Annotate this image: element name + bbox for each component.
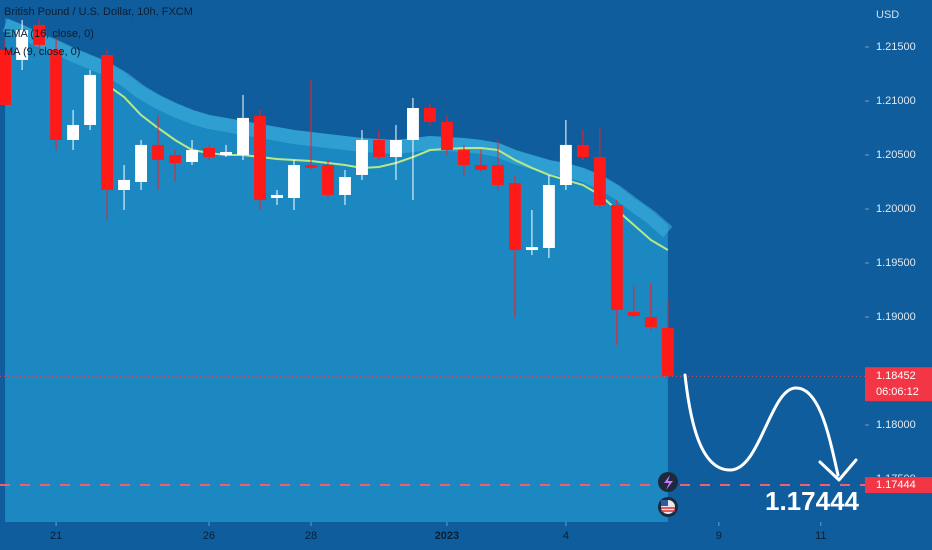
candle-body	[101, 54, 114, 190]
forecast-arrow	[683, 373, 840, 477]
candle-body	[525, 247, 538, 251]
ema-area	[5, 17, 668, 522]
candle-body	[339, 177, 351, 195]
legend-ma: MA (9, close, 0)	[4, 46, 80, 58]
candle-body	[457, 150, 470, 166]
target-tag	[865, 477, 932, 494]
candle-body	[576, 144, 589, 158]
y-tick-label: 1.19000	[876, 311, 916, 323]
candle-body	[644, 317, 657, 328]
last-price-label: 1.18452	[876, 370, 916, 382]
y-tick-label: 1.20000	[876, 203, 916, 215]
candle-body	[203, 147, 215, 158]
target-tag-label: 1.17444	[876, 479, 916, 491]
ema-band	[2, 18, 673, 238]
chart-title: British Pound / U.S. Dollar, 10h, FXCM	[4, 6, 193, 18]
candle-body	[271, 194, 283, 198]
candle-body	[356, 139, 368, 175]
y-tick-label: 1.19500	[876, 257, 916, 269]
countdown-label: 06:06:12	[876, 386, 919, 398]
plot-area	[0, 17, 674, 522]
candle-body	[67, 124, 80, 140]
x-tick-label: 11	[815, 530, 826, 542]
candle-body	[474, 165, 487, 171]
candle-body	[152, 144, 164, 160]
candle-body	[288, 165, 300, 198]
candle-body	[16, 30, 29, 60]
candle-body	[627, 312, 640, 317]
candle-body	[508, 182, 521, 251]
candle-body	[118, 179, 131, 190]
x-tick-label: 2023	[435, 530, 459, 542]
candle-body	[237, 117, 249, 155]
candle-body	[407, 108, 419, 140]
candle-body	[373, 139, 385, 158]
candle-body	[186, 150, 198, 163]
arrow-head	[818, 458, 858, 482]
candle-body	[661, 328, 674, 377]
candle-body	[424, 108, 436, 122]
alert-icon-bolt	[664, 475, 673, 490]
candle-body	[491, 165, 504, 186]
candle-body	[0, 50, 12, 105]
x-tick-label: 28	[305, 530, 317, 542]
candle-body	[593, 157, 606, 205]
y-tick-label: 1.21000	[876, 95, 916, 107]
legend-ema: EMA (16, close, 0)	[4, 28, 94, 40]
candle-body	[610, 204, 623, 310]
candle-body	[559, 144, 572, 186]
candle-body	[440, 121, 453, 151]
y-tick-label: 1.18000	[876, 419, 916, 431]
candle-body	[220, 151, 232, 155]
x-tick-label: 9	[716, 530, 722, 542]
ma-line	[106, 84, 669, 251]
candle-body	[254, 116, 266, 201]
flag-canton	[661, 500, 668, 506]
candle-body	[305, 165, 317, 168]
candle-body	[390, 139, 402, 158]
candle-body	[135, 144, 147, 182]
candle-body	[33, 24, 46, 45]
x-tick-label: 26	[203, 530, 215, 542]
overlay	[658, 373, 858, 517]
candle-body	[169, 154, 181, 163]
x-tick-label: 4	[563, 530, 569, 542]
last-price-tag	[865, 367, 932, 402]
axis-currency: USD	[876, 9, 899, 21]
candle-body	[322, 165, 334, 195]
y-tick-label: 1.20500	[876, 149, 916, 161]
y-tick-label: 1.21500	[876, 41, 916, 53]
x-tick-label: 21	[50, 530, 62, 542]
candle-body	[50, 50, 63, 140]
target-annotation: 1.17444	[765, 486, 860, 516]
candle-body	[84, 74, 97, 125]
candle-body	[542, 185, 555, 248]
